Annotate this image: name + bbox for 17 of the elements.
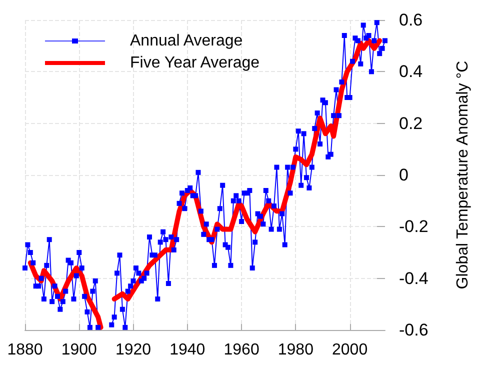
- x-tick-label: 1980: [278, 342, 314, 358]
- y-tick-label: 0.6: [399, 10, 423, 30]
- legend-label: Annual Average: [130, 32, 243, 50]
- y-tick-label: 0.4: [399, 62, 423, 82]
- x-tick-label: 2000: [332, 342, 368, 358]
- legend-label: Five Year Average: [130, 54, 260, 72]
- y-axis-title: Global Temperature Anomaly °C: [454, 60, 472, 290]
- x-tick-label: 1920: [115, 342, 152, 358]
- y-tick-label: -0.2: [399, 217, 428, 236]
- y-tick-label: 0: [399, 166, 408, 184]
- y-tick-label: -0.6: [399, 320, 428, 340]
- x-tick-label: 1880: [7, 342, 43, 358]
- x-tick-label: 1960: [224, 342, 260, 358]
- x-tick-label: 1900: [61, 342, 98, 358]
- y-tick-label: 0.2: [399, 114, 423, 133]
- x-tick-label: 1940: [170, 342, 206, 358]
- y-tick-label: -0.4: [399, 268, 428, 288]
